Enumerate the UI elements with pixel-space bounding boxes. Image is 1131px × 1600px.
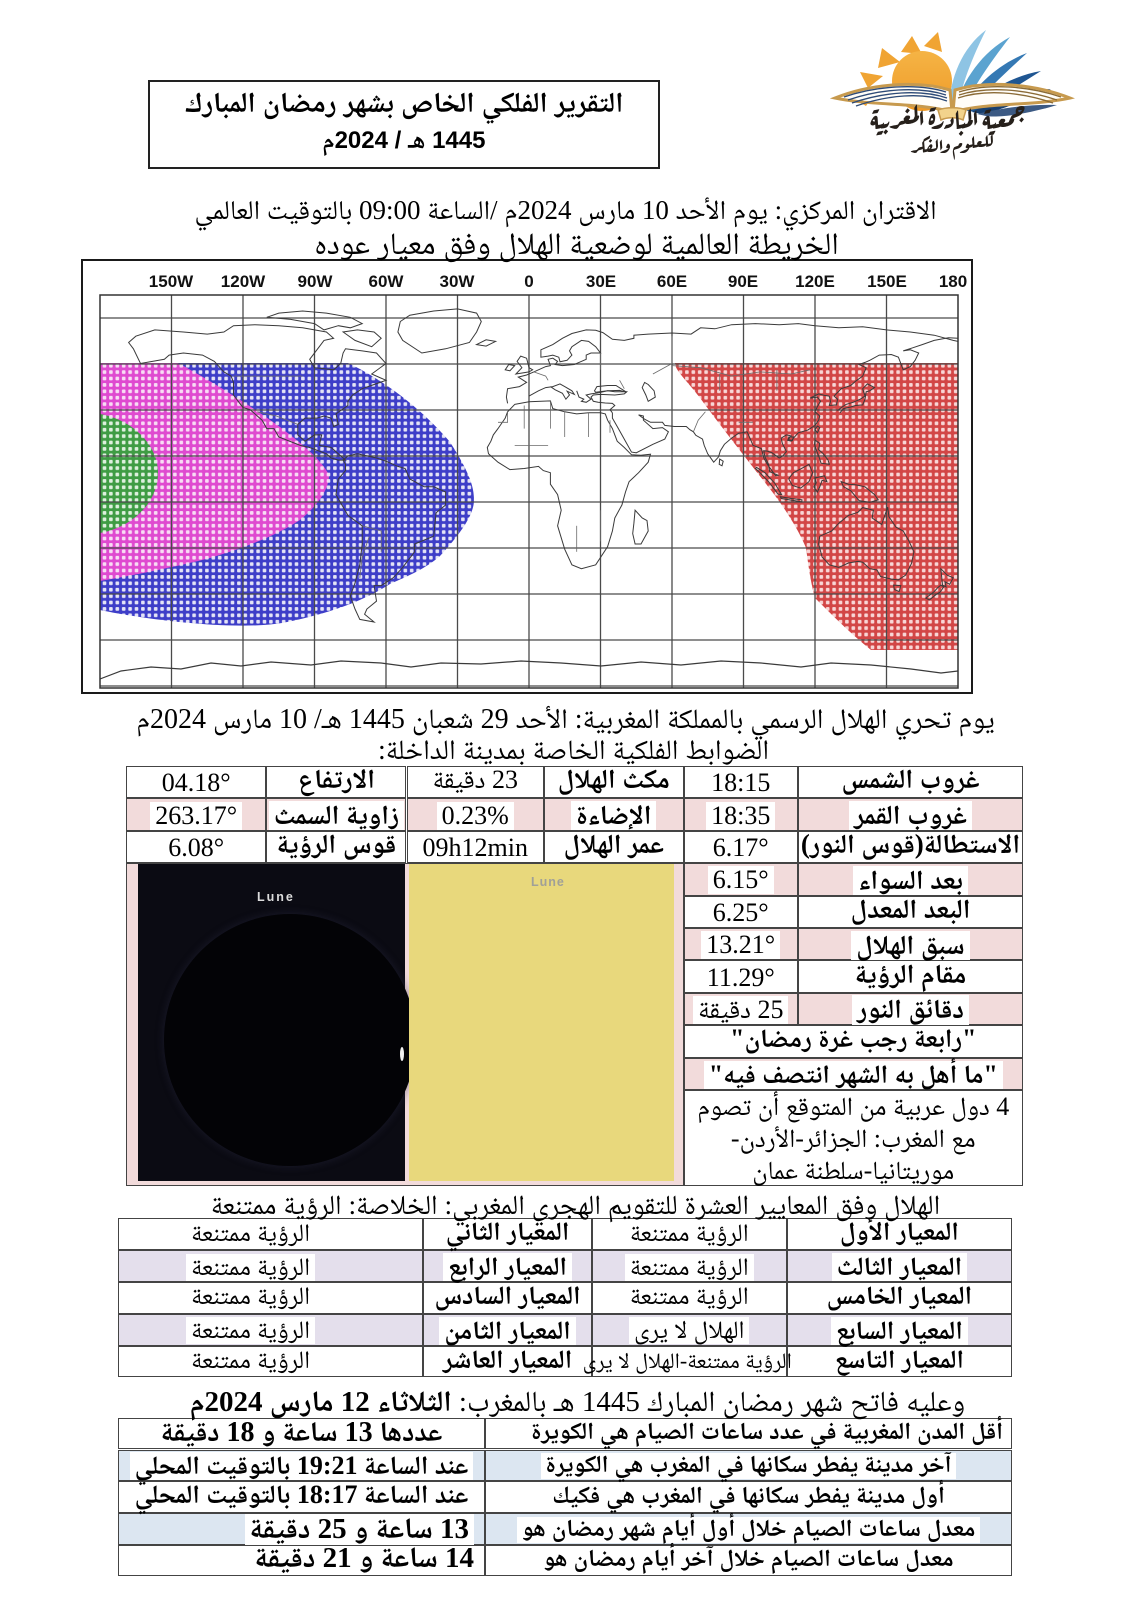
svg-text:90W: 90W: [298, 272, 334, 291]
svg-text:60E: 60E: [657, 272, 687, 291]
svg-text:180: 180: [939, 272, 967, 291]
svg-text:للعلوم والفكر: للعلوم والفكر: [910, 129, 994, 160]
svg-text:150E: 150E: [867, 272, 907, 291]
svg-text:90E: 90E: [728, 272, 758, 291]
svg-text:جمعية المبادرة المغربية: جمعية المبادرة المغربية: [870, 96, 1026, 137]
svg-text:30E: 30E: [586, 272, 616, 291]
svg-text:30W: 30W: [440, 272, 476, 291]
svg-text:60W: 60W: [369, 272, 405, 291]
svg-text:150W: 150W: [149, 272, 194, 291]
svg-text:0: 0: [524, 272, 533, 291]
svg-text:120E: 120E: [795, 272, 835, 291]
svg-text:120W: 120W: [221, 272, 266, 291]
